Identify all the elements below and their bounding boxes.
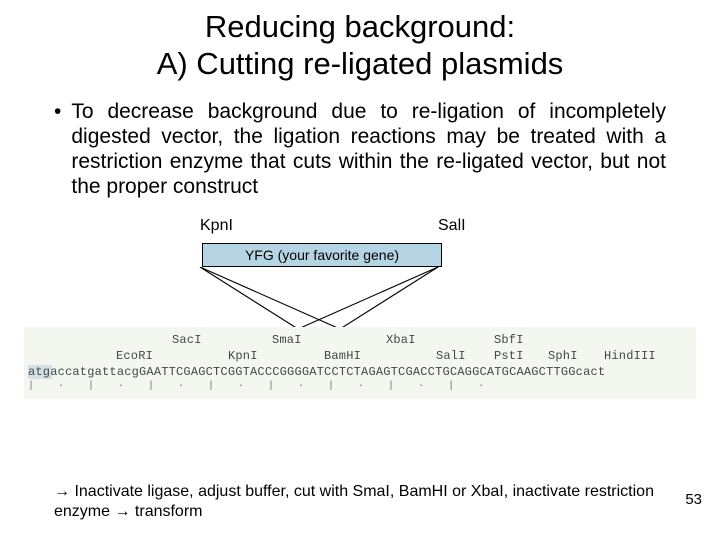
mcs-label-sphi: SphI: [548, 349, 578, 363]
footer-text-2: transform: [130, 503, 202, 520]
mcs-label-kpni: KpnI: [228, 349, 258, 363]
diagram-area: KpnI SalI YFG (your favorite gene) SacI …: [0, 217, 720, 427]
mcs-region: SacI SmaI XbaI SbfI EcoRI KpnI BamHI Sal…: [24, 327, 696, 399]
bullet-marker: •: [54, 100, 61, 199]
title-line-2: A) Cutting re-ligated plasmids: [157, 46, 564, 81]
insertion-cross-diagram: [190, 267, 450, 329]
title-line-1: Reducing background:: [205, 9, 515, 44]
cross-line-4: [340, 267, 438, 329]
mcs-label-bamhi: BamHI: [324, 349, 361, 363]
mcs-label-sali: SalI: [436, 349, 466, 363]
main-bullet: • To decrease background due to re-ligat…: [0, 82, 720, 199]
mcs-label-psti: PstI: [494, 349, 524, 363]
mcs-label-xbai: XbaI: [386, 333, 416, 347]
footer-note: → Inactivate ligase, adjust buffer, cut …: [54, 482, 690, 522]
kpni-label: KpnI: [200, 217, 233, 235]
bullet-text: To decrease background due to re-ligatio…: [71, 100, 666, 199]
tick-row: | · | · | · | · | · | · | · | ·: [28, 381, 688, 395]
sali-label: SalI: [438, 217, 466, 235]
arrow-icon-2: →: [114, 503, 130, 520]
mcs-label-smai: SmaI: [272, 333, 302, 347]
yfg-box: YFG (your favorite gene): [202, 243, 442, 267]
arrow-icon: →: [54, 483, 70, 500]
mcs-label-hindiii: HindIII: [604, 349, 656, 363]
mcs-label-ecori: EcoRI: [116, 349, 153, 363]
mcs-label-saci: SacI: [172, 333, 202, 347]
cross-line-2: [298, 267, 438, 329]
cross-line-3: [200, 267, 298, 329]
mcs-sequence: atgaccatgattacgGAATTCGAGCTCGGTACCCGGGGAT…: [28, 365, 605, 379]
mcs-label-sbfi: SbfI: [494, 333, 524, 347]
page-number: 53: [685, 491, 702, 508]
slide-title: Reducing background: A) Cutting re-ligat…: [0, 0, 720, 82]
